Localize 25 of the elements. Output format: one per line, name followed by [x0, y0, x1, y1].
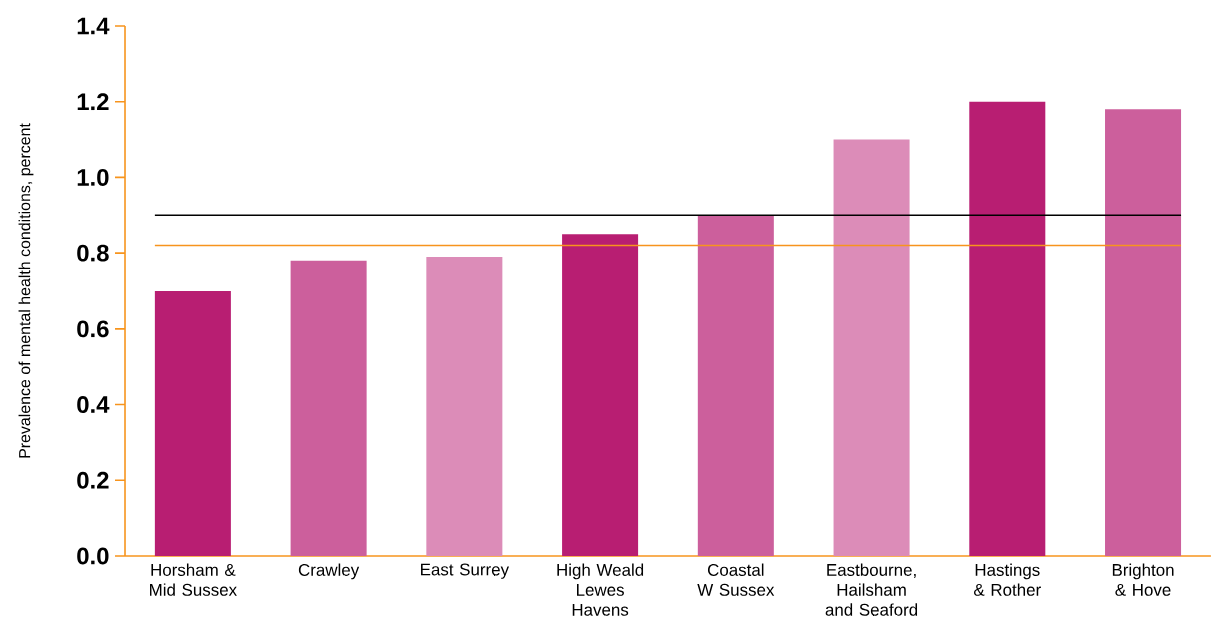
x-tick-label: High Weald Lewes Havens	[557, 563, 644, 616]
bar	[1105, 109, 1182, 556]
x-tick-label: Eastbourne, Hailsham and Seaford	[825, 563, 918, 616]
bar	[833, 139, 910, 556]
bar	[290, 260, 367, 556]
x-tick-label: Coastal W Sussex	[697, 563, 775, 596]
x-tick-label: East Surrey	[421, 563, 510, 579]
x-tick-label: Brighton & Hove	[1112, 563, 1174, 596]
bar	[426, 256, 503, 556]
y-tick-label: 0.4	[77, 396, 110, 414]
y-tick-label: 0.2	[77, 471, 109, 489]
y-tick-label: 0.6	[77, 320, 109, 338]
y-tick-label: 1.4	[77, 17, 110, 35]
bar	[697, 215, 774, 556]
bar	[562, 234, 639, 556]
x-tick-label: Crawley	[298, 563, 360, 580]
y-tick-label: 0.0	[77, 547, 109, 565]
y-tick-label: 1.0	[77, 168, 109, 186]
x-tick-label: Hastings & Rother	[974, 563, 1041, 596]
y-tick-label: 0.8	[77, 244, 109, 262]
bar	[154, 290, 231, 556]
y-axis-title: Prevalence of mental health conditions, percent	[18, 123, 34, 458]
y-tick-label: 1.2	[77, 93, 109, 111]
bar	[969, 101, 1046, 556]
x-tick-label: Horsham & Mid Sussex	[150, 563, 237, 596]
